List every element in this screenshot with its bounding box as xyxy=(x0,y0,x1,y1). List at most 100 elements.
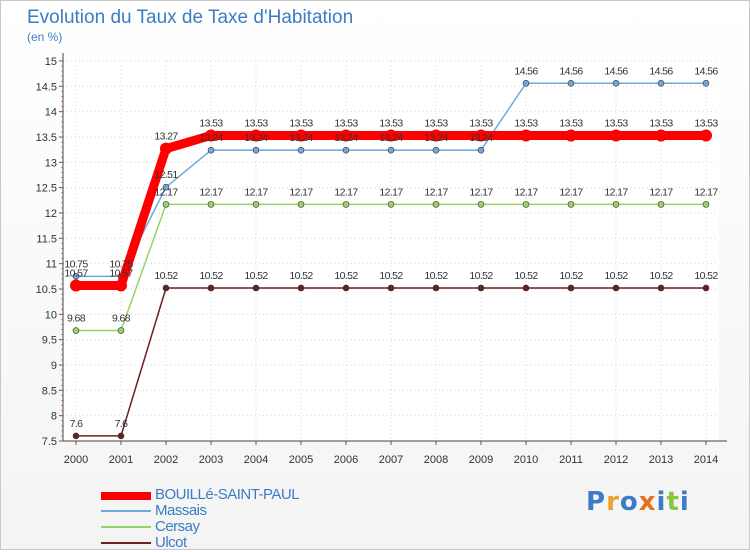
data-point-cersay xyxy=(297,201,305,208)
data-label-bouille: 13.53 xyxy=(334,117,358,129)
data-label-bouille: 13.53 xyxy=(604,117,628,129)
data-label-ulcot: 10.52 xyxy=(334,270,358,282)
data-label-massais: 14.56 xyxy=(604,65,628,77)
data-label-massais: 14.56 xyxy=(649,65,673,77)
data-point-massais xyxy=(702,79,710,87)
brand-letter: i xyxy=(679,487,690,517)
data-label-cersay: 9.68 xyxy=(112,313,131,325)
data-point-cersay xyxy=(207,201,215,208)
data-point-ulcot xyxy=(387,284,395,292)
data-point-ulcot xyxy=(567,284,575,292)
data-point-cersay xyxy=(252,201,260,208)
x-tick-label: 2011 xyxy=(559,454,583,466)
y-tick-label: 15 xyxy=(45,56,57,68)
y-tick-label: 7.5 xyxy=(42,436,57,448)
data-point-bouille xyxy=(520,129,532,142)
y-tick-label: 13 xyxy=(45,157,57,169)
legend-swatch-bouille xyxy=(101,492,151,500)
data-label-massais: 14.56 xyxy=(514,65,538,77)
data-point-cersay xyxy=(702,201,710,208)
data-label-ulcot: 10.52 xyxy=(604,270,628,282)
data-label-massais: 10.75 xyxy=(64,258,88,270)
data-label-massais: 14.56 xyxy=(559,65,583,77)
data-label-cersay: 12.17 xyxy=(424,186,448,198)
data-label-bouille: 13.53 xyxy=(694,117,718,129)
data-label-cersay: 12.17 xyxy=(559,186,583,198)
data-point-ulcot xyxy=(432,284,440,292)
brand-letter: r xyxy=(606,487,620,517)
x-tick-label: 2008 xyxy=(424,454,448,466)
data-label-ulcot: 10.52 xyxy=(199,270,223,282)
brand-letter: x xyxy=(638,487,657,517)
data-point-cersay xyxy=(522,201,530,208)
data-label-massais: 13.24 xyxy=(289,132,313,144)
data-point-bouille xyxy=(700,129,712,142)
data-label-ulcot: 10.52 xyxy=(694,270,718,282)
y-tick-label: 13.5 xyxy=(36,132,57,144)
data-label-bouille: 13.53 xyxy=(649,117,673,129)
data-point-ulcot xyxy=(702,284,710,292)
data-point-ulcot xyxy=(207,284,215,292)
x-tick-label: 2014 xyxy=(694,454,718,466)
legend-label-massais: Massais xyxy=(155,502,207,519)
x-tick-label: 2010 xyxy=(514,454,538,466)
line-chart: 7.5 8 8.5 9 9.5 10 10.5 11 11.5 12 12.5 13 13.5 14 14.… xyxy=(36,53,727,466)
chart-title: Evolution du Taux de Taxe d'Habitation xyxy=(27,7,354,28)
data-label-bouille: 10.57 xyxy=(64,267,88,279)
y-tick-label: 9.5 xyxy=(42,335,57,347)
y-tick-label: 11 xyxy=(46,259,57,271)
data-label-cersay: 12.17 xyxy=(469,186,493,198)
data-point-bouille xyxy=(565,129,577,142)
data-point-cersay xyxy=(432,201,440,208)
data-point-ulcot xyxy=(297,284,305,292)
brand-letter: P xyxy=(586,487,607,517)
y-tick-label: 14 xyxy=(45,107,57,119)
data-label-cersay: 12.17 xyxy=(514,186,538,198)
data-point-bouille xyxy=(70,279,82,292)
data-label-cersay: 12.17 xyxy=(199,186,223,198)
legend-label-cersay: Cersay xyxy=(155,518,200,535)
data-point-bouille xyxy=(385,129,397,142)
data-label-bouille: 13.53 xyxy=(289,117,313,129)
data-point-bouille xyxy=(655,129,667,142)
data-point-ulcot xyxy=(657,284,665,292)
x-tick-label: 2004 xyxy=(244,454,268,466)
y-tick-label: 9 xyxy=(51,360,57,372)
data-point-massais xyxy=(432,146,440,154)
data-point-cersay xyxy=(117,327,125,334)
data-label-ulcot: 7.6 xyxy=(70,418,84,430)
legend-swatch-ulcot xyxy=(101,542,151,544)
data-point-bouille xyxy=(160,142,172,155)
data-point-massais xyxy=(567,79,575,87)
data-label-cersay: 12.17 xyxy=(694,186,718,198)
x-tick-label: 2013 xyxy=(649,454,673,466)
data-point-ulcot xyxy=(117,432,125,440)
y-tick-label: 12.5 xyxy=(36,183,57,195)
x-tick-label: 2000 xyxy=(64,454,88,466)
data-point-ulcot xyxy=(72,432,80,440)
data-point-bouille xyxy=(295,129,307,142)
data-label-bouille: 13.53 xyxy=(469,117,493,129)
data-point-bouille xyxy=(340,129,352,142)
legend-label-ulcot: Ulcot xyxy=(155,534,187,551)
data-label-bouille: 13.53 xyxy=(559,117,583,129)
data-point-massais xyxy=(477,146,485,154)
data-point-ulcot xyxy=(162,284,170,292)
data-label-ulcot: 10.52 xyxy=(244,270,268,282)
y-tick-label: 10 xyxy=(45,309,57,321)
data-point-ulcot xyxy=(612,284,620,292)
legend-swatch-cersay xyxy=(101,526,151,528)
x-tick-label: 2002 xyxy=(154,454,178,466)
data-label-bouille: 10.57 xyxy=(109,267,133,279)
data-point-massais xyxy=(657,79,665,87)
data-label-bouille: 13.53 xyxy=(244,117,268,129)
data-point-bouille xyxy=(430,129,442,142)
data-label-cersay: 12.17 xyxy=(379,186,403,198)
brand-logo: Proxiti xyxy=(586,487,690,517)
x-tick-label: 2007 xyxy=(379,454,403,466)
data-point-massais xyxy=(72,273,80,280)
data-label-cersay: 9.68 xyxy=(67,313,86,325)
data-label-massais: 13.24 xyxy=(244,132,268,144)
data-label-ulcot: 10.52 xyxy=(154,270,178,282)
data-label-bouille: 13.53 xyxy=(199,117,223,129)
